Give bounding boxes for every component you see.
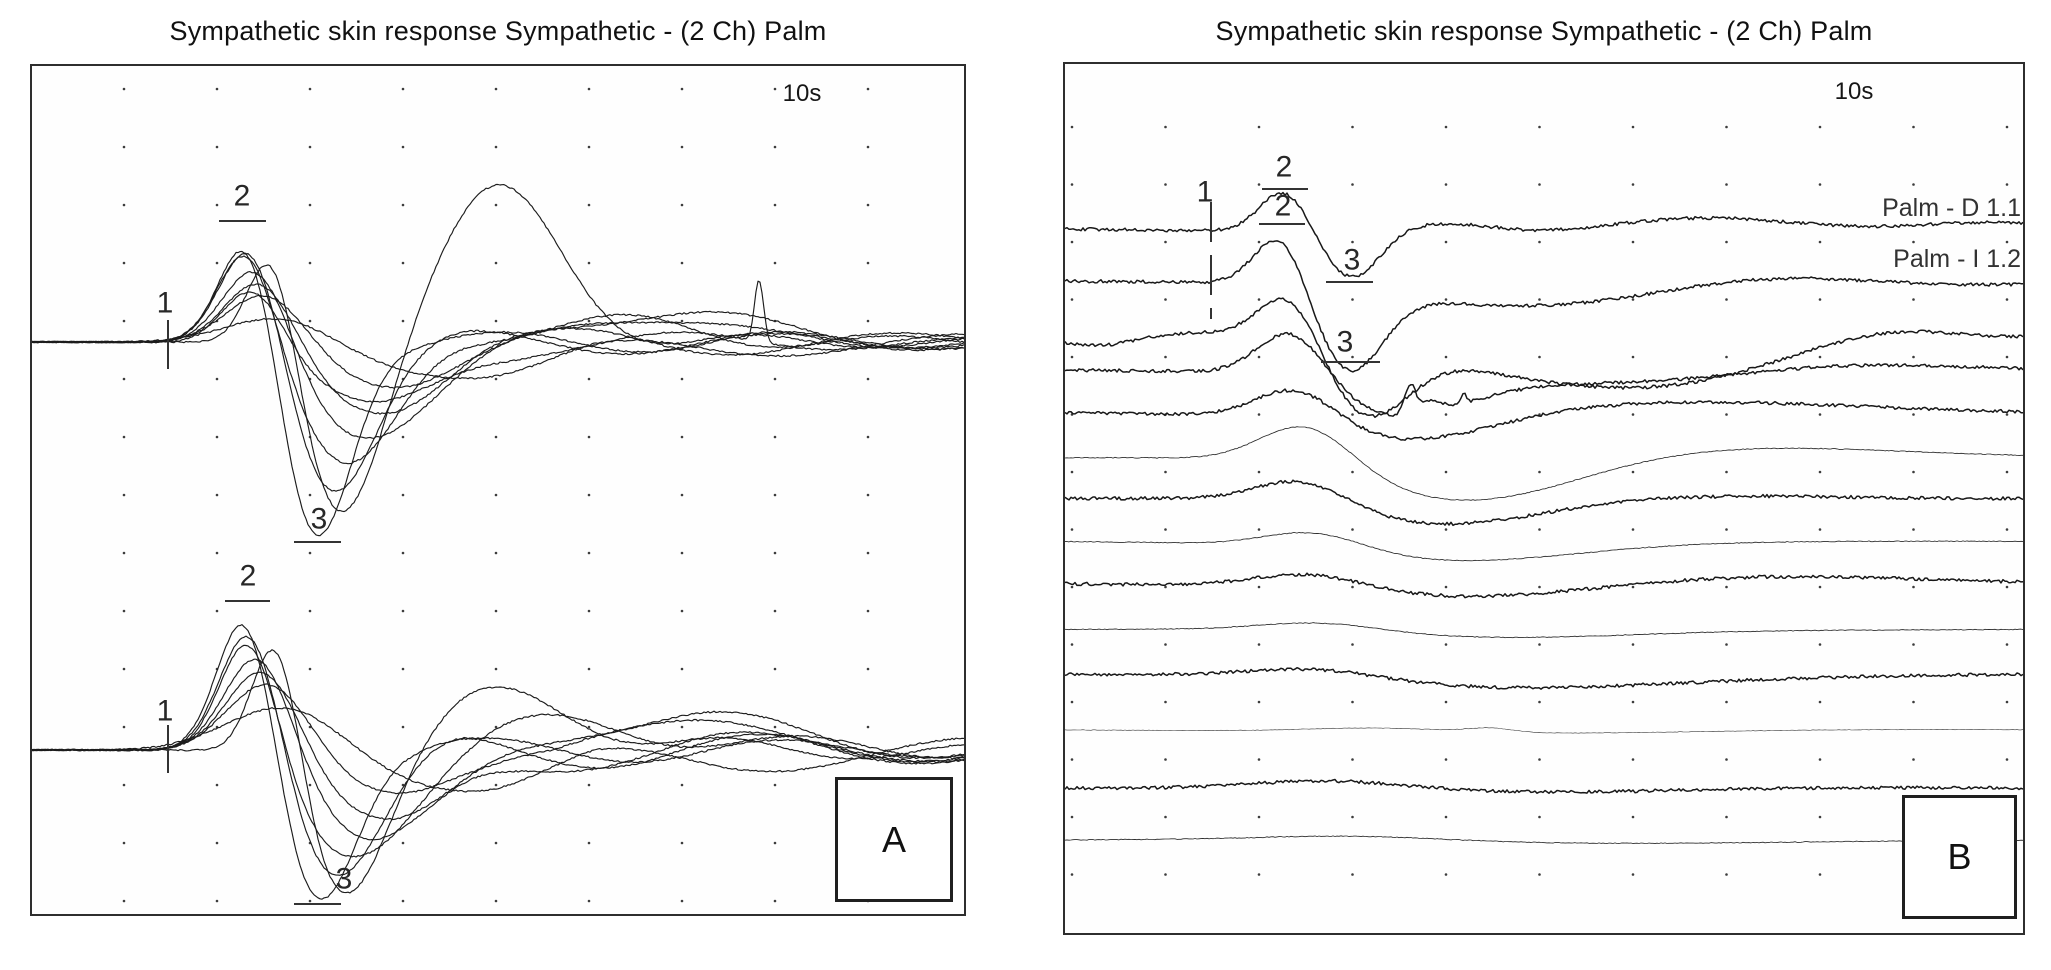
panel-a-letter-box: A: [835, 777, 953, 902]
trace-path: [1065, 331, 2023, 417]
marker-label: 2: [234, 180, 251, 213]
trace-path: [1065, 572, 2023, 599]
trace-path: [1065, 479, 2023, 527]
marker-label: 1: [157, 695, 174, 728]
sweep-path: [32, 294, 964, 389]
marker-label: 3: [1344, 244, 1361, 277]
trace-path: [1065, 191, 2023, 278]
marker-label: 1: [1197, 176, 1214, 209]
sweep-path: [32, 253, 964, 492]
sweep-path: [32, 317, 964, 380]
stacked-traces: [1065, 191, 2023, 845]
lower-channel-sweeps: [32, 624, 964, 900]
marker-label: 2: [1276, 151, 1293, 184]
marker-label: 2: [240, 560, 257, 593]
upper-channel-sweeps: [32, 183, 964, 537]
panel-a-letter: A: [881, 818, 906, 860]
upper-channel-sweeps-markers: 1 2 3: [157, 180, 341, 543]
trace-path: [1065, 835, 2023, 845]
trace-path: [1065, 727, 2023, 734]
panel-a-plot: 1 2 3 2 1 3: [32, 87, 964, 905]
sweep-path: [32, 255, 964, 465]
trace-label: Palm - I 1.2: [1893, 245, 2021, 273]
trace-path: [1065, 388, 2023, 441]
trace-path: [1065, 297, 2023, 419]
panel-b-time-label: 10s: [1834, 78, 1874, 105]
trace-labels: Palm - D 1.1 Palm - I 1.2: [1882, 194, 2021, 273]
panel-b-plot: 1 2 2 3 3 Palm - D 1.1 Palm - I 1.2: [1065, 125, 2023, 876]
panel-b-letter: B: [1947, 836, 1972, 877]
trace-path: [1065, 622, 2023, 639]
sweep-path: [32, 624, 964, 900]
sweep-path: [32, 183, 964, 513]
panel-a-title: Sympathetic skin response Sympathetic - …: [169, 16, 827, 46]
trace-path: [1065, 240, 2023, 373]
trace-label: Palm - D 1.1: [1882, 194, 2021, 222]
marker-label: 2: [1275, 190, 1292, 223]
sweep-path: [32, 271, 964, 439]
panel-b-letter-box: B: [1902, 795, 2017, 919]
trace-path: [1065, 531, 2023, 562]
sweep-path: [32, 280, 964, 403]
marker-label: 3: [311, 503, 328, 536]
sweep-path: [32, 649, 964, 894]
panel-b-title: Sympathetic skin response Sympathetic - …: [1215, 16, 1873, 46]
trace-path: [1065, 666, 2023, 690]
marker-label: 3: [336, 863, 353, 896]
sweep-path: [32, 644, 964, 858]
panel-a-time-label: 10s: [782, 80, 822, 107]
panel-b-markers: 1 2 2 3 3: [1197, 151, 1380, 363]
trace-path: [1065, 778, 2023, 795]
trace-path: [1065, 426, 2023, 501]
marker-label: 3: [1337, 326, 1354, 359]
sweep-path: [32, 707, 964, 793]
sweep-path: [32, 683, 964, 795]
panel-b: 1 2 2 3 3 Palm - D 1.1 Palm - I 1.2 10s B: [1063, 62, 2025, 935]
sweep-path: [32, 635, 964, 876]
panel-a: 1 2 3 2 1 3 10s A: [30, 64, 966, 916]
lower-channel-sweeps-markers: 2 1 3: [157, 560, 353, 905]
marker-label: 1: [157, 287, 174, 320]
